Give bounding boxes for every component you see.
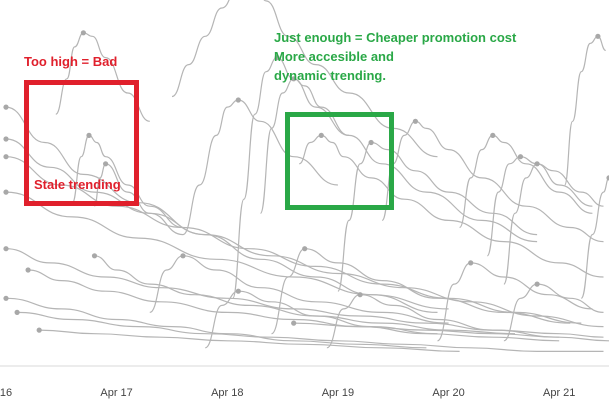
annotation-too-high: Too high = Bad	[24, 54, 118, 69]
series-peak-marker-22	[91, 253, 98, 259]
series-line-27	[17, 311, 604, 353]
series-line-6	[71, 134, 184, 229]
series-line-21	[28, 269, 560, 342]
annotation-more-accessible: More accesible and	[274, 49, 394, 64]
series-peak-marker-11	[291, 76, 297, 82]
series-peak-marker-23	[180, 253, 186, 259]
series-line-3	[5, 156, 582, 324]
red-highlight-box	[24, 80, 139, 206]
series-peak-marker-12	[318, 132, 324, 138]
series-line-16	[486, 156, 593, 257]
series-peak-marker-17	[534, 161, 540, 167]
x-tick-label: Apr 19	[322, 387, 354, 399]
series-peak-marker-21	[25, 267, 31, 273]
series-peak-marker-25	[468, 260, 474, 266]
series-line-18	[564, 35, 606, 186]
series-peak-marker-15	[490, 132, 496, 138]
series-peak-marker-2	[3, 136, 9, 142]
series-peak-marker-5	[80, 30, 86, 36]
series-peak-marker-19	[606, 175, 609, 181]
series-peak-marker-1	[3, 104, 9, 110]
series-line-23	[149, 255, 449, 324]
series-peak-marker-31	[36, 327, 42, 333]
series-line-26	[5, 297, 427, 349]
x-tick-label: Apr 17	[100, 387, 132, 399]
series-peak-marker-9	[235, 97, 241, 103]
series-line-24	[270, 248, 571, 335]
series-line-2	[5, 138, 604, 328]
series-line-29	[326, 294, 560, 349]
series-peak-marker-13	[368, 139, 374, 146]
series-line-7	[93, 163, 184, 236]
series-peak-marker-14	[412, 118, 418, 124]
series-line-11	[259, 78, 538, 243]
annotation-stale-trending: Stale trending	[34, 177, 121, 192]
series-line-12	[298, 134, 604, 278]
series-peak-marker-28	[235, 288, 241, 294]
series-peak-marker-30	[534, 281, 540, 287]
series-peak-marker-10	[274, 55, 280, 61]
x-tick-label: 16	[0, 387, 12, 399]
series-line-5	[55, 32, 150, 122]
x-tick-label: Apr 18	[211, 387, 243, 399]
series-line-31	[39, 329, 460, 352]
series-peak-marker-27	[14, 309, 20, 315]
series-line-19	[580, 177, 609, 299]
series-peak-marker-24	[302, 246, 308, 252]
x-tick-label: Apr 21	[543, 387, 575, 399]
x-tick-label: Apr 20	[432, 387, 464, 399]
series-line-20	[5, 248, 604, 338]
series-peak-marker-20	[3, 246, 9, 252]
series-peak-marker-3	[3, 154, 9, 160]
series-line-14	[381, 120, 604, 243]
series-peak-marker-6	[86, 132, 92, 138]
series-peak-marker-4	[3, 189, 9, 195]
series-layer	[3, 0, 609, 353]
annotation-dynamic-trending: dynamic trending.	[274, 68, 386, 83]
series-line-9	[182, 99, 338, 236]
series-peak-marker-29	[357, 292, 363, 298]
series-line-15	[459, 134, 593, 229]
series-line-17	[503, 163, 604, 285]
series-line-13	[337, 141, 538, 292]
series-peak-marker-18	[595, 33, 601, 39]
series-line-8	[171, 0, 438, 158]
series-line-10	[232, 56, 350, 299]
series-line-25	[436, 262, 593, 342]
series-peak-marker-32	[291, 320, 297, 326]
green-highlight-box	[285, 112, 394, 210]
x-axis-ticks: 16 Apr 17 Apr 18 Apr 19 Apr 20 Apr 21	[0, 387, 575, 399]
series-peak-marker-26	[3, 295, 9, 301]
series-peak-marker-16	[517, 154, 524, 160]
series-peak-marker-7	[103, 161, 109, 167]
annotation-just-enough: Just enough = Cheaper promotion cost	[274, 30, 517, 45]
series-line-4	[5, 191, 449, 310]
series-line-32	[293, 322, 609, 342]
series-line-22	[94, 255, 516, 335]
